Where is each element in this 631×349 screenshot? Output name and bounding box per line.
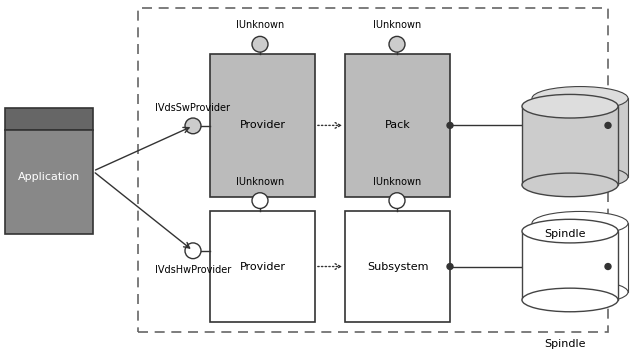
Ellipse shape [605,263,611,269]
Ellipse shape [447,263,453,269]
Ellipse shape [522,219,618,243]
Bar [532,98,628,177]
Bar [5,108,93,130]
Ellipse shape [389,36,405,52]
Bar [5,130,93,234]
Text: IVdsSwProvider: IVdsSwProvider [155,103,230,113]
Ellipse shape [185,243,201,259]
Ellipse shape [447,122,453,128]
Bar [522,231,618,300]
Ellipse shape [532,165,628,189]
Text: Subsystem: Subsystem [367,261,428,272]
Text: Provider: Provider [240,261,285,272]
Bar [345,54,450,197]
Text: Spindle: Spindle [545,339,586,349]
Ellipse shape [522,95,618,118]
Text: Pack: Pack [385,120,410,131]
Ellipse shape [389,193,405,208]
Text: Provider: Provider [240,120,285,131]
Ellipse shape [252,36,268,52]
Ellipse shape [522,288,618,312]
Bar [138,8,608,332]
Bar [345,211,450,321]
Text: IUnknown: IUnknown [236,20,284,30]
Ellipse shape [532,211,628,235]
Text: IUnknown: IUnknown [373,177,421,187]
Ellipse shape [185,118,201,134]
Ellipse shape [605,122,611,128]
Bar [210,54,315,197]
Ellipse shape [252,193,268,208]
Text: IVdsHwProvider: IVdsHwProvider [155,266,231,275]
Ellipse shape [532,280,628,304]
Bar [532,223,628,292]
Ellipse shape [532,87,628,110]
Text: Application: Application [18,172,80,182]
Ellipse shape [522,173,618,197]
Text: IUnknown: IUnknown [373,20,421,30]
Text: IUnknown: IUnknown [236,177,284,187]
Bar [522,106,618,185]
Bar [210,211,315,321]
Text: Spindle: Spindle [545,229,586,239]
